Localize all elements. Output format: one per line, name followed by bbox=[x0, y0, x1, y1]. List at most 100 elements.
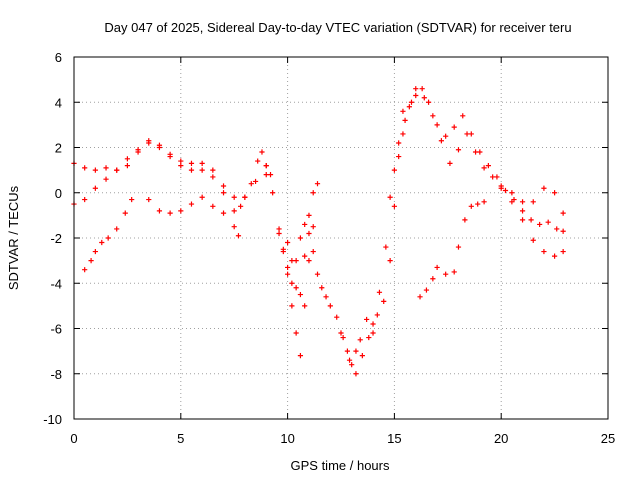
data-point bbox=[220, 190, 227, 196]
series-track-k bbox=[498, 183, 566, 216]
data-point bbox=[434, 122, 440, 128]
data-point bbox=[242, 194, 248, 200]
data-point bbox=[235, 233, 242, 239]
series-track-d bbox=[82, 196, 135, 273]
data-point bbox=[167, 210, 173, 216]
data-point bbox=[481, 165, 487, 171]
data-point bbox=[199, 194, 205, 200]
data-point bbox=[498, 183, 504, 189]
data-point bbox=[443, 271, 449, 277]
data-point bbox=[82, 267, 88, 273]
data-point bbox=[306, 212, 312, 218]
data-point bbox=[353, 348, 359, 354]
data-point bbox=[314, 271, 321, 277]
data-point bbox=[302, 253, 308, 259]
data-point bbox=[285, 264, 291, 271]
y-axis-label: SDTVAR / TECUs bbox=[6, 185, 21, 290]
data-point bbox=[376, 289, 383, 295]
data-point bbox=[359, 353, 365, 359]
y-tick-label: -6 bbox=[50, 322, 62, 337]
series-track-c bbox=[146, 172, 269, 216]
x-tick-label: 25 bbox=[601, 431, 615, 446]
chart-title: Day 047 of 2025, Sidereal Day-to-day VTE… bbox=[104, 20, 571, 35]
data-point bbox=[103, 165, 109, 171]
data-point bbox=[327, 303, 333, 309]
x-tick-label: 5 bbox=[177, 431, 184, 446]
data-point bbox=[396, 153, 402, 160]
data-point bbox=[297, 353, 304, 359]
data-point bbox=[560, 248, 566, 255]
series-track-f bbox=[276, 181, 321, 336]
data-point bbox=[381, 298, 387, 304]
data-point bbox=[490, 174, 496, 180]
data-point bbox=[387, 258, 393, 264]
data-point bbox=[438, 138, 444, 144]
data-point bbox=[293, 285, 299, 291]
data-point bbox=[220, 183, 227, 189]
data-point bbox=[252, 178, 259, 185]
data-point bbox=[103, 176, 109, 182]
data-point bbox=[270, 190, 276, 196]
data-point bbox=[519, 208, 526, 214]
data-point bbox=[178, 208, 184, 214]
data-point bbox=[374, 312, 380, 318]
data-point bbox=[402, 117, 408, 123]
y-tick-label: -10 bbox=[43, 412, 62, 427]
data-point bbox=[552, 190, 558, 196]
data-point bbox=[88, 258, 94, 264]
data-point bbox=[430, 276, 436, 282]
data-point bbox=[391, 203, 397, 209]
data-point bbox=[370, 321, 376, 327]
data-point bbox=[248, 181, 254, 187]
data-point bbox=[178, 163, 184, 169]
data-point bbox=[297, 291, 304, 298]
data-point bbox=[289, 280, 295, 286]
data-point bbox=[293, 330, 299, 336]
x-tick-label: 0 bbox=[70, 431, 77, 446]
data-point bbox=[430, 113, 436, 119]
data-point bbox=[451, 269, 457, 275]
data-point bbox=[135, 149, 141, 155]
data-point bbox=[423, 287, 430, 293]
data-point bbox=[485, 163, 491, 169]
data-point bbox=[472, 149, 479, 155]
data-point bbox=[396, 140, 402, 146]
data-point bbox=[349, 362, 355, 368]
data-point bbox=[310, 224, 316, 230]
y-tick-label: 2 bbox=[55, 141, 62, 156]
data-point bbox=[306, 230, 312, 237]
data-point bbox=[188, 160, 195, 166]
data-point bbox=[530, 237, 536, 243]
data-point bbox=[276, 230, 282, 237]
data-point bbox=[353, 371, 359, 377]
y-tick-labels: -10 -8 -6 -4 -2 0 2 4 6 bbox=[43, 50, 62, 427]
data-point bbox=[167, 151, 173, 157]
data-point bbox=[455, 147, 462, 153]
data-point bbox=[82, 196, 88, 203]
data-point bbox=[263, 163, 269, 169]
data-point bbox=[210, 203, 216, 209]
data-point bbox=[560, 210, 566, 216]
data-point bbox=[231, 208, 237, 214]
data-point bbox=[455, 244, 462, 250]
data-point bbox=[263, 172, 269, 178]
data-point bbox=[400, 108, 406, 114]
data-point bbox=[259, 149, 265, 155]
y-tick-label: 4 bbox=[55, 95, 62, 110]
series-track-e bbox=[263, 108, 406, 377]
series-track-a bbox=[71, 140, 274, 209]
data-point bbox=[421, 95, 427, 101]
data-point bbox=[370, 330, 376, 336]
data-point bbox=[451, 124, 457, 130]
grid-lines bbox=[74, 57, 608, 419]
data-point bbox=[319, 285, 325, 291]
data-point bbox=[334, 314, 340, 320]
data-point bbox=[462, 217, 468, 223]
data-point bbox=[210, 174, 216, 180]
data-point bbox=[552, 253, 558, 259]
data-point bbox=[475, 201, 481, 207]
data-point bbox=[391, 167, 397, 173]
data-point bbox=[537, 221, 543, 228]
data-point bbox=[400, 131, 406, 137]
data-point bbox=[519, 217, 526, 223]
